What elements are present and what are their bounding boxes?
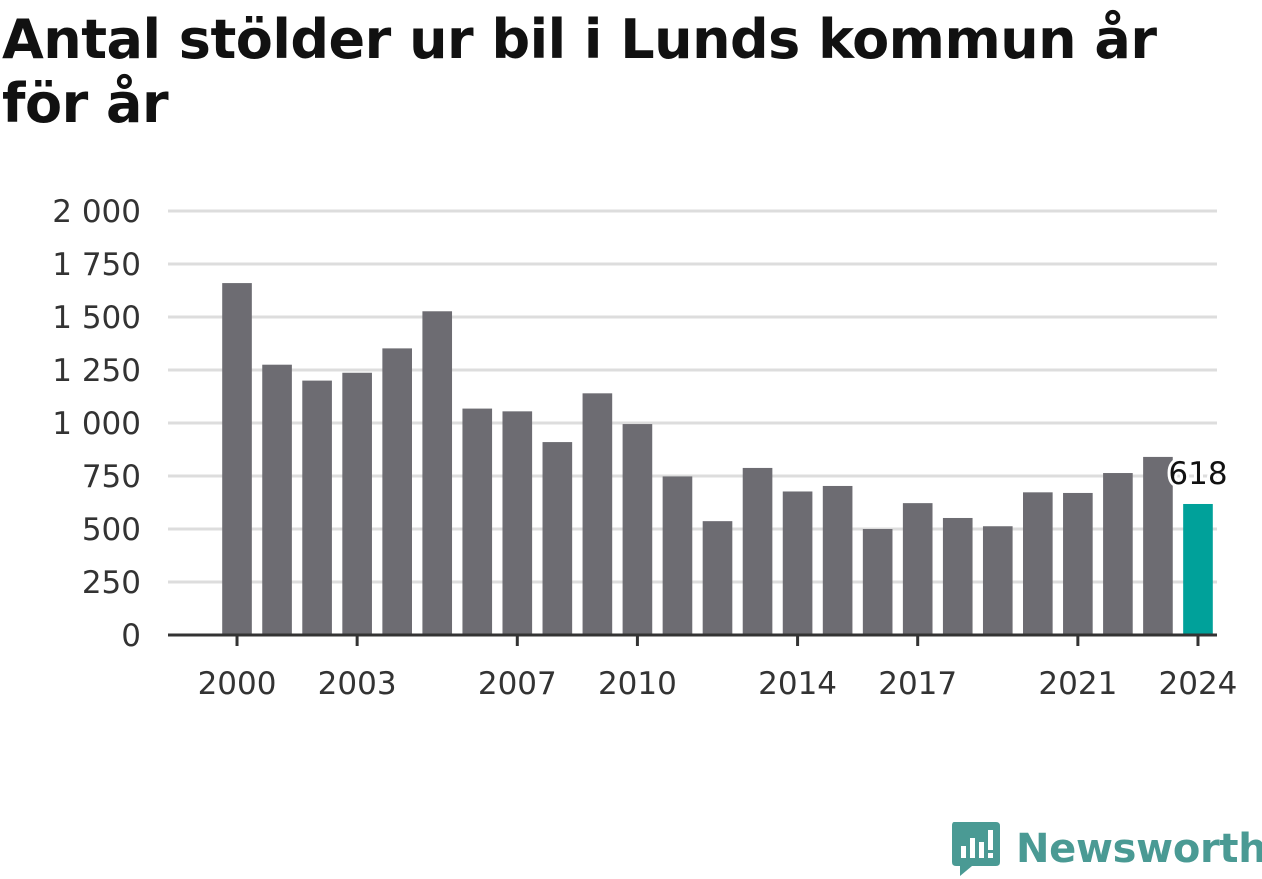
bar-2019 bbox=[982, 526, 1013, 635]
y-tick-label: 1 250 bbox=[52, 353, 141, 389]
bar-2024 bbox=[1183, 503, 1213, 635]
bar-2005 bbox=[422, 311, 453, 635]
bar-2009 bbox=[582, 393, 613, 635]
brand-name: Newsworthy bbox=[1016, 826, 1262, 872]
y-tick-label: 0 bbox=[121, 618, 141, 654]
data-labels: 618 bbox=[1165, 453, 1230, 495]
brand-logo: Newsworthy bbox=[950, 820, 1262, 878]
bar-2015 bbox=[822, 485, 853, 635]
x-tick-label: 2021 bbox=[1038, 666, 1117, 702]
bar-2010 bbox=[622, 424, 653, 635]
bar-2000 bbox=[222, 283, 252, 635]
x-tick-label: 2017 bbox=[878, 666, 957, 702]
x-axis-ticks: 2000 2003 2007 2010 2014 2017 2021 2024 bbox=[198, 635, 1238, 702]
x-tick-label: 2010 bbox=[598, 666, 677, 702]
bar-2017 bbox=[902, 503, 933, 635]
x-tick-label: 2003 bbox=[318, 666, 397, 702]
bar-2003 bbox=[342, 372, 372, 635]
bar-2012 bbox=[702, 521, 733, 635]
bar-2023 bbox=[1143, 456, 1173, 635]
y-tick-label: 2 000 bbox=[52, 194, 141, 230]
bar-2007 bbox=[502, 411, 533, 635]
bar-2021 bbox=[1063, 492, 1093, 635]
bar-2022 bbox=[1103, 473, 1133, 635]
newsworthy-logo-icon bbox=[952, 822, 1000, 876]
bar-2016 bbox=[862, 529, 893, 635]
x-tick-label: 2014 bbox=[758, 666, 837, 702]
bar-2020 bbox=[1023, 492, 1053, 635]
y-tick-label: 1 750 bbox=[52, 247, 141, 283]
bars bbox=[222, 283, 1213, 635]
bar-2004 bbox=[382, 348, 412, 635]
x-tick-label: 2007 bbox=[478, 666, 557, 702]
chart-title: Antal stölder ur bil i Lunds kommun år f… bbox=[2, 8, 1157, 135]
y-tick-label: 500 bbox=[82, 512, 141, 548]
x-tick-label: 2024 bbox=[1159, 666, 1238, 702]
y-tick-label: 750 bbox=[82, 459, 141, 495]
x-tick-label: 2000 bbox=[198, 666, 277, 702]
bar-2001 bbox=[262, 364, 292, 635]
bar-2013 bbox=[742, 467, 773, 635]
y-tick-label: 1 500 bbox=[52, 300, 141, 336]
gridlines bbox=[168, 209, 1217, 584]
bar-2006 bbox=[462, 408, 493, 635]
y-tick-label: 250 bbox=[82, 565, 141, 601]
y-axis-tick-labels: 0 250 500 750 1 000 1 250 1 500 1 750 2 000 bbox=[52, 194, 141, 654]
bar-2014 bbox=[782, 491, 813, 635]
data-label-2024: 618 bbox=[1168, 456, 1227, 492]
bar-2008 bbox=[542, 442, 573, 635]
y-tick-label: 1 000 bbox=[52, 406, 141, 442]
bar-2002 bbox=[302, 380, 332, 635]
bar-2018 bbox=[942, 517, 973, 635]
bar-2011 bbox=[662, 476, 693, 635]
